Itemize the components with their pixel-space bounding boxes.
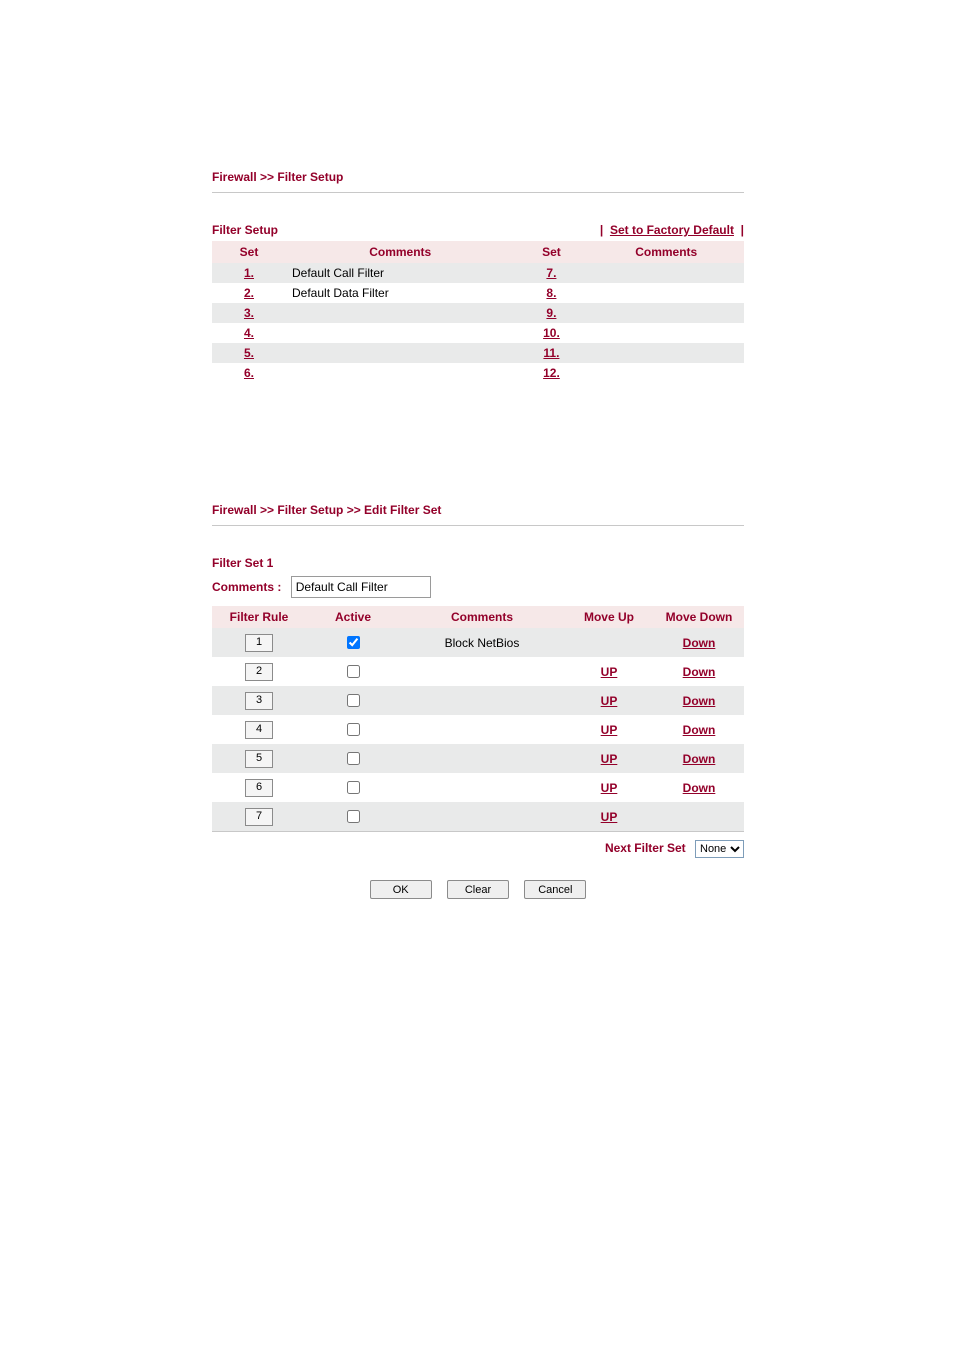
move-down-link[interactable]: Down [683, 752, 716, 766]
col-move-up: Move Up [564, 606, 654, 628]
filter-rule-button[interactable]: 1 [245, 634, 273, 652]
sets-row: 5. 11. [212, 343, 744, 363]
filter-rule-button[interactable]: 2 [245, 663, 273, 681]
sets-row: 1. Default Call Filter 7. [212, 263, 744, 283]
sets-row: 3. 9. [212, 303, 744, 323]
set-link[interactable]: 9. [546, 306, 556, 320]
col-active: Active [306, 606, 400, 628]
set-link[interactable]: 8. [546, 286, 556, 300]
col-move-down: Move Down [654, 606, 744, 628]
move-down-link[interactable]: Down [683, 781, 716, 795]
filter-set-title: Filter Set 1 [212, 556, 744, 570]
set-link[interactable]: 2. [244, 286, 254, 300]
col-set-right: Set [514, 241, 588, 263]
rule-comment [400, 802, 564, 832]
set-comment [588, 343, 744, 363]
filter-rule-button[interactable]: 4 [245, 721, 273, 739]
comments-label: Comments : [212, 580, 281, 594]
set-comment: Default Data Filter [286, 283, 514, 303]
rule-row: 3 UP Down [212, 686, 744, 715]
set-link[interactable]: 10. [543, 326, 560, 340]
col-comments-right: Comments [588, 241, 744, 263]
move-up-link[interactable]: UP [601, 665, 618, 679]
ok-button[interactable]: OK [370, 880, 432, 899]
sets-row: 4. 10. [212, 323, 744, 343]
set-comment [588, 303, 744, 323]
next-filter-set-select[interactable]: None [695, 840, 744, 858]
set-comment [588, 283, 744, 303]
rule-comment: Block NetBios [400, 628, 564, 657]
rule-row: 6 UP Down [212, 773, 744, 802]
move-down-link[interactable]: Down [683, 694, 716, 708]
clear-button[interactable]: Clear [447, 880, 509, 899]
set-link[interactable]: 3. [244, 306, 254, 320]
set-comment [286, 303, 514, 323]
set-comment [286, 343, 514, 363]
pipe-left: | [600, 223, 610, 237]
active-checkbox[interactable] [347, 781, 360, 794]
breadcrumb-filter-setup: Firewall >> Filter Setup [212, 170, 744, 193]
pipe-right: | [734, 223, 744, 237]
set-link[interactable]: 1. [244, 266, 254, 280]
move-up-link[interactable]: UP [601, 694, 618, 708]
set-link[interactable]: 7. [546, 266, 556, 280]
filter-rules-table: Filter Rule Active Comments Move Up Move… [212, 606, 744, 832]
active-checkbox[interactable] [347, 810, 360, 823]
col-set-left: Set [212, 241, 286, 263]
move-down-link[interactable]: Down [683, 665, 716, 679]
active-checkbox[interactable] [347, 723, 360, 736]
set-link[interactable]: 4. [244, 326, 254, 340]
filter-rule-button[interactable]: 5 [245, 750, 273, 768]
rule-comment [400, 715, 564, 744]
active-checkbox[interactable] [347, 636, 360, 649]
move-up-link[interactable]: UP [601, 781, 618, 795]
active-checkbox[interactable] [347, 752, 360, 765]
rule-comment [400, 657, 564, 686]
set-comment [588, 363, 744, 383]
move-down-link[interactable]: Down [683, 723, 716, 737]
filter-setup-title: Filter Setup [212, 223, 278, 237]
set-comment [286, 323, 514, 343]
active-checkbox[interactable] [347, 694, 360, 707]
breadcrumb-edit-filter-set: Firewall >> Filter Setup >> Edit Filter … [212, 503, 744, 526]
next-filter-set-label: Next Filter Set [605, 841, 686, 855]
rule-row: 4 UP Down [212, 715, 744, 744]
set-link[interactable]: 12. [543, 366, 560, 380]
set-to-factory-default-link[interactable]: Set to Factory Default [610, 223, 734, 237]
move-up-link[interactable]: UP [601, 752, 618, 766]
move-up-link[interactable]: UP [601, 723, 618, 737]
rule-row: 2 UP Down [212, 657, 744, 686]
rule-comment [400, 773, 564, 802]
set-link[interactable]: 11. [543, 346, 559, 360]
set-link[interactable]: 6. [244, 366, 254, 380]
rule-row: 7 UP [212, 802, 744, 832]
rule-row: 1 Block NetBios Down [212, 628, 744, 657]
rule-comment [400, 686, 564, 715]
filter-setup-table: Set Comments Set Comments 1. Default Call… [212, 241, 744, 383]
col-comments-left: Comments [286, 241, 514, 263]
set-link[interactable]: 5. [244, 346, 254, 360]
rule-row: 5 UP Down [212, 744, 744, 773]
sets-row: 6. 12. [212, 363, 744, 383]
rule-comment [400, 744, 564, 773]
comments-input[interactable] [291, 576, 431, 598]
set-comment [588, 323, 744, 343]
cancel-button[interactable]: Cancel [524, 880, 586, 899]
active-checkbox[interactable] [347, 665, 360, 678]
filter-rule-button[interactable]: 3 [245, 692, 273, 710]
col-comments: Comments [400, 606, 564, 628]
move-down-link[interactable]: Down [683, 636, 716, 650]
set-comment [286, 363, 514, 383]
set-comment [588, 263, 744, 283]
filter-rule-button[interactable]: 7 [245, 808, 273, 826]
set-comment: Default Call Filter [286, 263, 514, 283]
sets-row: 2. Default Data Filter 8. [212, 283, 744, 303]
move-up-link[interactable]: UP [601, 810, 618, 824]
col-filter-rule: Filter Rule [212, 606, 306, 628]
filter-rule-button[interactable]: 6 [245, 779, 273, 797]
